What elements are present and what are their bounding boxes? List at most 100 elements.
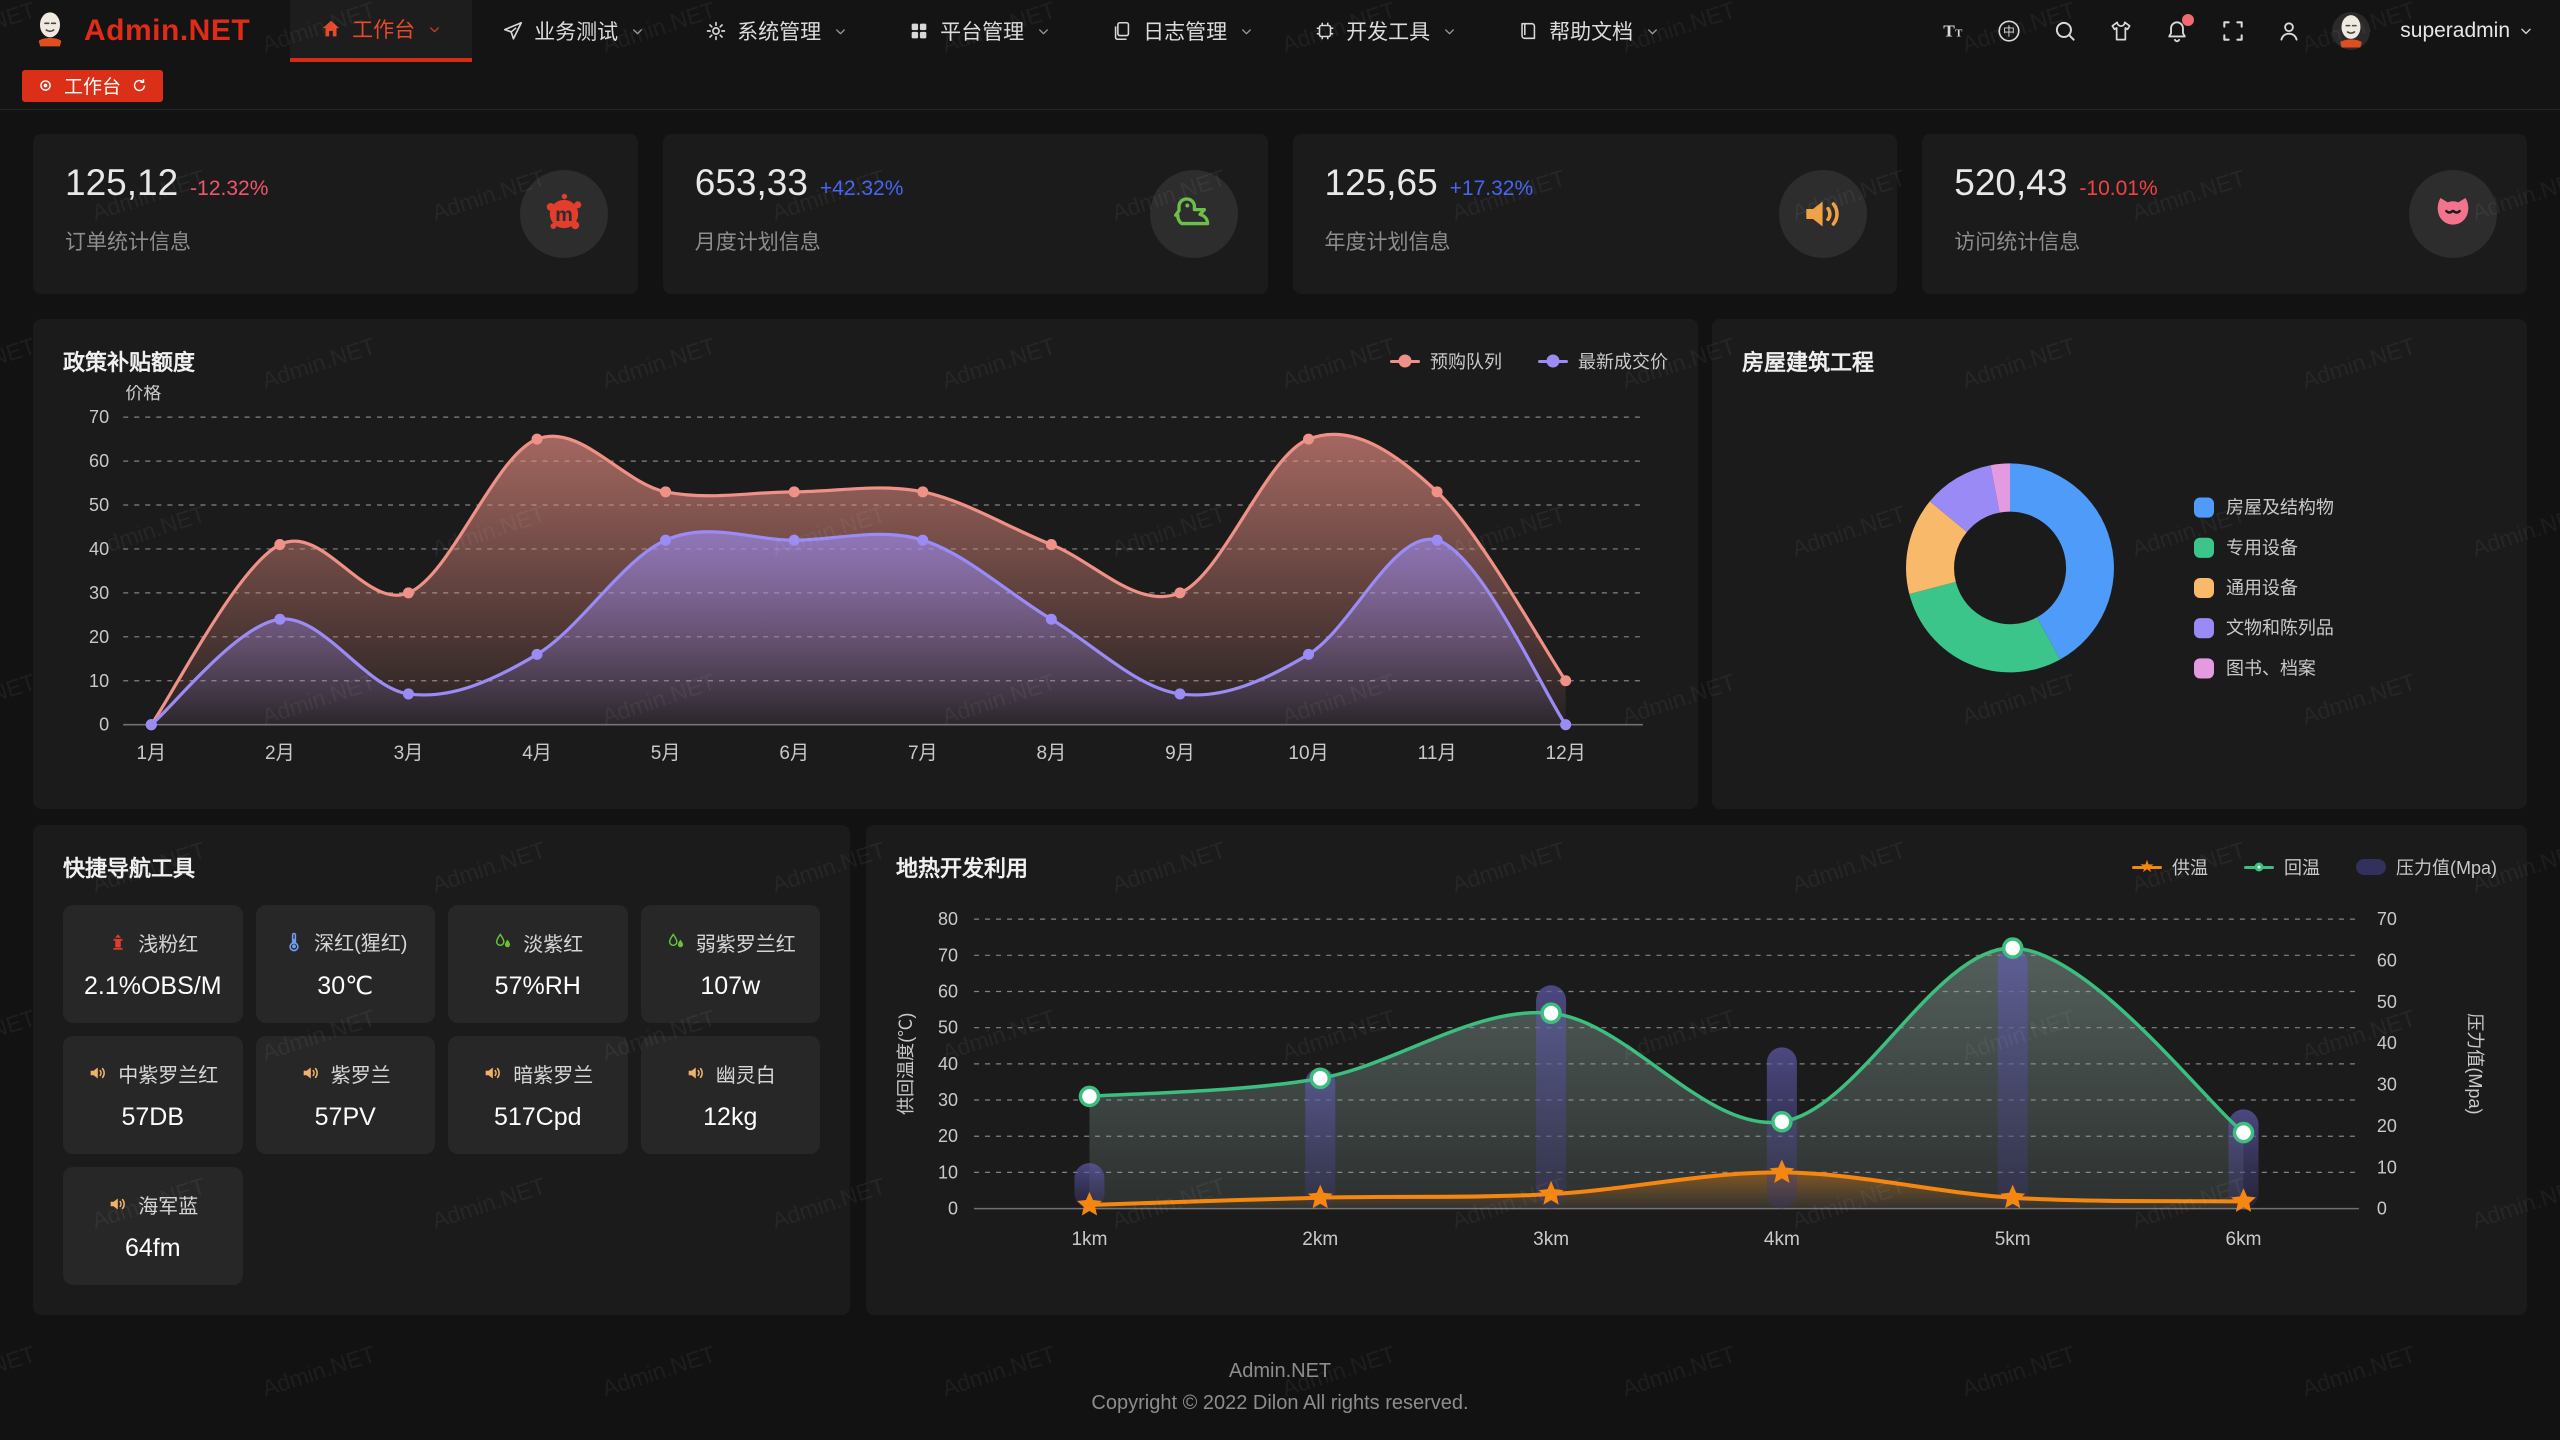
stat-card: 653,33 +42.32% 月度计划信息 [662,134,1268,294]
tab-工作台[interactable]: 工作台 [22,69,164,102]
language-button[interactable]: 中 [1996,18,2022,44]
legend-item-通用设备[interactable]: 通用设备 [2194,577,2298,599]
quick-nav-item[interactable]: 中紫罗兰红 57DB [63,1036,243,1154]
profile-button[interactable] [2276,18,2302,44]
search-button[interactable] [2052,18,2078,44]
quick-nav-name: 深红(猩红) [283,927,407,956]
document-icon [1114,21,1130,41]
legend-item-最新成交价[interactable]: 最新成交价 [1538,348,1668,374]
svg-text:30: 30 [938,1090,958,1110]
quick-nav-name: 暗紫罗兰 [482,1059,593,1088]
meetup-splat-icon: m [546,193,582,230]
panel-title: 快捷导航工具 [63,856,196,881]
menu-item-label: 平台管理 [940,21,1025,44]
fullscreen-button[interactable] [2220,18,2246,44]
svg-text:70: 70 [89,407,109,427]
combo-chart-legend: ★ 供温 回温 压力值(Mpa) [2131,854,2497,880]
chevron-down-icon [1242,28,1252,34]
page-footer: Admin.NET Copyright © 2022 Dilon All rig… [33,1355,2527,1419]
legend-dot [2254,862,2264,872]
legend-swatch [2355,859,2386,875]
profile-icon [2280,22,2298,41]
svg-text:压力值(Mpa): 压力值(Mpa) [2465,1013,2485,1114]
svg-text:0: 0 [948,1199,958,1219]
legend-marker: ★ [2131,858,2162,875]
donut-slice-专用设备[interactable] [1909,581,2061,673]
svg-text:专用设备: 专用设备 [2226,538,2298,558]
menu-item-home[interactable]: 工作台 [290,0,473,62]
chevron-down-icon [430,26,440,32]
notification-button[interactable] [2164,14,2195,44]
legend-item-预购队列[interactable]: 预购队列 [1390,348,1502,374]
quick-nav-item[interactable]: 紫罗兰 57PV [255,1036,435,1154]
menu-item-label: 业务测试 [534,21,619,44]
stat-value: 125,12 [65,162,179,203]
menu-item-gear[interactable]: 系统管理 [675,0,878,62]
menu-item-send[interactable]: 业务测试 [472,0,675,62]
svg-text:30: 30 [89,583,109,603]
language-icon: 中 [1998,20,2020,42]
legend-item-专用设备[interactable]: 专用设备 [2194,537,2298,558]
svg-text:11月: 11月 [1418,743,1457,764]
legend-marker [2243,862,2274,872]
speaker-icon [90,1067,106,1079]
quick-nav-item[interactable]: 淡紫红 57%RH [448,905,628,1023]
quick-nav-value: 107w [700,971,761,1000]
quick-nav-item[interactable]: 幽灵白 12kg [640,1036,820,1154]
svg-text:4km: 4km [1764,1229,1800,1250]
area-chart: 70 60 50 40 30 20 10 0 价格 1月 2月 3月 4月 5月 6月 7月 8月 9月 10月 11… [89,385,1643,764]
menu-item-grid[interactable]: 平台管理 [878,0,1081,62]
svg-text:40: 40 [938,1054,958,1074]
panel-title: 房屋建筑工程 [1742,350,1875,375]
legend-item-图书、档案[interactable]: 图书、档案 [2194,658,2316,679]
svg-text:价格: 价格 [125,385,161,403]
svg-text:0: 0 [2377,1199,2387,1219]
svg-text:通用设备: 通用设备 [2226,578,2298,598]
book-icon [1521,22,1536,40]
menu-item-cpu[interactable]: 开发工具 [1284,0,1487,62]
speaker-icon [1806,201,1839,227]
menu-item-label: 开发工具 [1346,21,1431,44]
quick-nav-value: 517Cpd [493,1102,582,1131]
svg-text:9月: 9月 [1165,743,1195,764]
legend-item-供温[interactable]: ★ 供温 [2131,854,2208,880]
duck-icon [1173,197,1209,226]
svg-text:3月: 3月 [394,743,424,764]
svg-text:5月: 5月 [651,743,681,764]
tab-bar: 工作台 [0,62,2560,110]
menu-item-book[interactable]: 帮助文档 [1487,0,1690,62]
donut-slice-文物和陈列品[interactable] [1929,465,2000,533]
quick-nav-grid: 浅粉红 2.1%OBS/M 深红(猩红) 30℃ 淡紫红 57%RH 弱紫罗兰红 107w 中紫… [63,905,820,1285]
quick-nav-item[interactable]: 海军蓝 64fm [63,1167,243,1285]
donut-slice-房屋及结构物[interactable] [2010,463,2114,660]
stat-label: 订单统计信息 [65,231,191,254]
speaker-icon [110,1198,126,1210]
tab-label: 工作台 [64,77,122,98]
legend-item-文物和陈列品[interactable]: 文物和陈列品 [2194,618,2334,639]
svg-text:2月: 2月 [265,743,295,764]
quick-nav-item[interactable]: 深红(猩红) 30℃ [255,905,435,1023]
legend-item-房屋及结构物[interactable]: 房屋及结构物 [2194,497,2334,518]
menu-item-document[interactable]: 日志管理 [1081,0,1284,62]
panel-quick-nav: 快捷导航工具 浅粉红 2.1%OBS/M 深红(猩红) 30℃ 淡紫红 57%RH 弱紫罗兰… [33,825,850,1315]
user-menu[interactable]: superadmin [2400,19,2534,43]
legend-item-回温[interactable]: 回温 [2243,854,2320,880]
stat-delta: +17.32% [1449,177,1534,200]
quick-nav-item[interactable]: 弱紫罗兰红 107w [640,905,820,1023]
logo[interactable]: Admin.NET [0,0,290,62]
stat-delta: +42.32% [819,177,904,200]
quick-nav-name: 幽灵白 [685,1059,776,1088]
legend-label: 压力值(Mpa) [2395,858,2497,878]
quick-nav-item[interactable]: 浅粉红 2.1%OBS/M [63,905,243,1023]
avatar[interactable] [2332,12,2371,50]
donut-slice-图书、档案[interactable] [1990,463,2011,513]
stat-value: 520,43 [1954,162,2068,203]
stat-top: 520,43 -10.01% [1954,162,2495,204]
donut-slice-通用设备[interactable] [1906,501,1967,594]
quick-nav-name: 弱紫罗兰红 [665,928,796,957]
quick-nav-item[interactable]: 暗紫罗兰 517Cpd [448,1036,628,1154]
theme-button[interactable] [2108,18,2134,44]
legend-item-压力值(Mpa)[interactable]: 压力值(Mpa) [2355,854,2497,880]
